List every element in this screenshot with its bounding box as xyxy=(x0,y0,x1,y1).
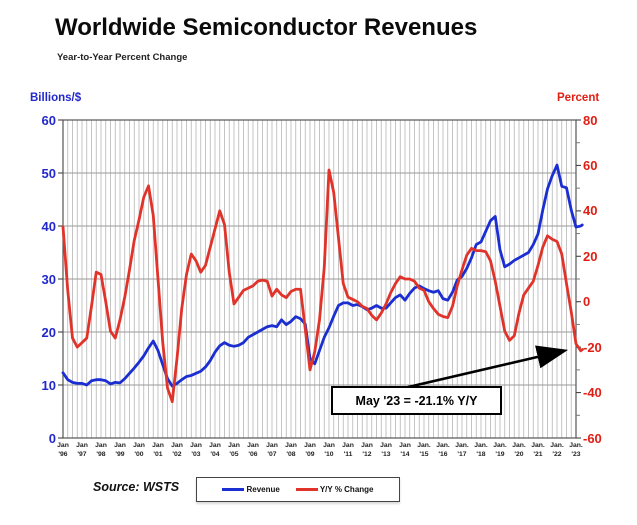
left-axis-tick-50: 50 xyxy=(41,165,56,181)
x-axis-label-19: Jan. '19 xyxy=(493,442,507,459)
x-axis-label-15: Jan. '15 xyxy=(417,442,431,459)
right-axis-tick-20: 20 xyxy=(583,248,598,264)
left-axis-tick-40: 40 xyxy=(41,218,56,234)
left-axis-tick-30: 30 xyxy=(41,271,56,287)
x-axis-label-22: Jan. '22 xyxy=(550,442,564,459)
x-axis-label-17: Jan. '17 xyxy=(455,442,469,459)
right-axis-tick-40: 40 xyxy=(583,203,598,219)
x-axis-label-12: Jan '12 xyxy=(361,442,373,459)
right-axis-tick-60: 60 xyxy=(583,157,598,173)
left-axis-tick-0: 0 xyxy=(48,430,56,446)
legend-label-yoy: Y/Y % Change xyxy=(319,485,374,494)
legend-item-yoy: Y/Y % Change xyxy=(295,485,374,494)
x-axis-label-20: Jan. '20 xyxy=(512,442,526,459)
x-axis-label-00: Jan '00 xyxy=(133,442,145,459)
annotation-callout: May '23 = -21.1% Y/Y xyxy=(331,386,502,415)
x-axis-label-18: Jan. '18 xyxy=(474,442,488,459)
x-axis-label-08: Jan '08 xyxy=(285,442,297,459)
x-axis-label-10: Jan '10 xyxy=(323,442,335,459)
right-axis-tick--40: -40 xyxy=(583,385,602,401)
x-axis-label-01: Jan '01 xyxy=(152,442,164,459)
legend-box: Revenue Y/Y % Change xyxy=(196,477,400,502)
legend-label-revenue: Revenue xyxy=(246,485,280,494)
x-axis-label-21: Jan. '21 xyxy=(531,442,545,459)
x-axis-label-16: Jan. '16 xyxy=(436,442,450,459)
right-axis-tick-80: 80 xyxy=(583,112,598,128)
x-axis-label-05: Jan '05 xyxy=(228,442,240,459)
source-credit: Source: WSTS xyxy=(93,480,180,494)
left-axis-tick-20: 20 xyxy=(41,324,56,340)
x-axis-label-23: Jan. '23 xyxy=(569,442,583,459)
right-axis-tick--20: -20 xyxy=(583,339,602,355)
right-axis-tick--60: -60 xyxy=(583,430,602,446)
left-axis-title: Billions/$ xyxy=(30,92,82,104)
x-axis-label-97: Jan '97 xyxy=(76,442,88,459)
x-axis-label-14: Jan '14 xyxy=(399,442,411,459)
x-axis-label-07: Jan '07 xyxy=(266,442,278,459)
yoy-line-swatch xyxy=(295,488,318,491)
page-subtitle: Year-to-Year Percent Change xyxy=(57,52,188,63)
x-axis-label-98: Jan '98 xyxy=(95,442,107,459)
x-axis-label-03: Jan '03 xyxy=(190,442,202,459)
left-axis-tick-60: 60 xyxy=(41,112,56,128)
left-axis-tick-10: 10 xyxy=(41,377,56,393)
x-axis-label-99: Jan '99 xyxy=(114,442,126,459)
legend-item-revenue: Revenue xyxy=(222,485,280,494)
page-title: Worldwide Semiconductor Revenues xyxy=(55,14,478,41)
x-axis-label-06: Jan '06 xyxy=(247,442,259,459)
x-axis-label-11: Jan '11 xyxy=(342,442,354,459)
revenue-line-swatch xyxy=(222,488,245,491)
right-axis-title: Percent xyxy=(557,92,600,104)
x-axis-label-96: Jan '96 xyxy=(57,442,69,459)
x-axis-label-13: Jan '13 xyxy=(380,442,392,459)
right-axis-tick-0: 0 xyxy=(583,294,591,310)
x-axis-label-02: Jan '02 xyxy=(171,442,183,459)
x-axis-label-04: Jan '04 xyxy=(209,442,221,459)
x-axis-label-09: Jan '09 xyxy=(304,442,316,459)
